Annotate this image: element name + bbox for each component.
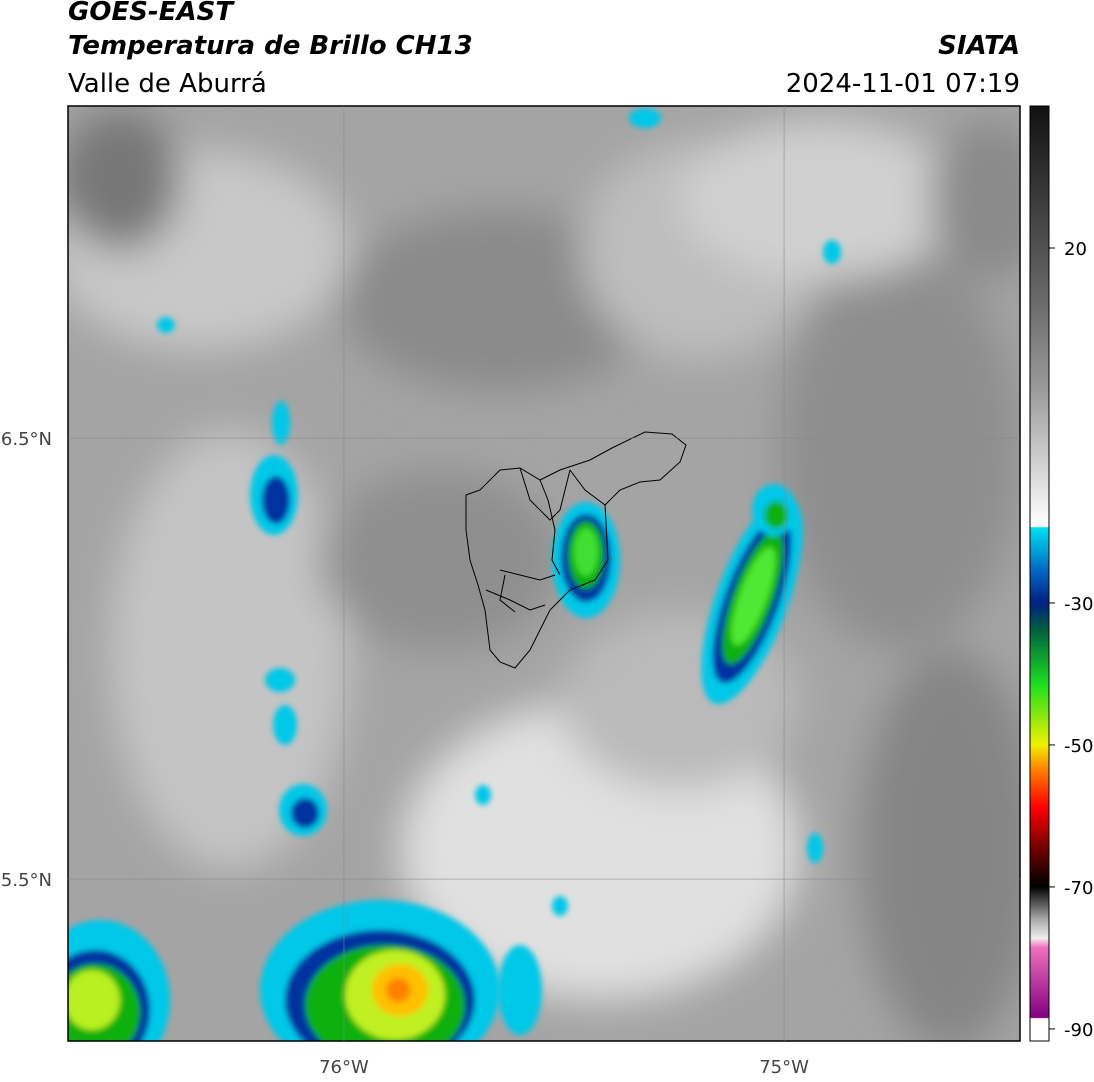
colorbar-tick-label: -30 <box>1064 594 1093 615</box>
colorbar-tick-label: -90 <box>1064 1020 1093 1041</box>
colorbar-tick-label: -70 <box>1064 878 1093 899</box>
region: Valle de Aburrá <box>68 69 267 99</box>
x-tick-label: 75°W <box>759 1057 809 1078</box>
municipal-boundaries <box>465 431 687 669</box>
map-frame <box>67 105 1021 1042</box>
colorbar-tick-label: -50 <box>1064 736 1093 757</box>
colorbar <box>1029 105 1050 1042</box>
colorbar-tick-label: 20 <box>1064 239 1087 260</box>
title: GOES-EAST <box>68 0 235 27</box>
source: SIATA <box>938 31 1020 61</box>
satellite-image <box>68 106 1020 1041</box>
timestamp: 2024-11-01 07:19 <box>786 69 1020 99</box>
y-tick-label: 5.5°N <box>1 870 52 891</box>
x-tick-label: 76°W <box>319 1057 369 1078</box>
subtitle: Temperatura de Brillo CH13 <box>68 31 473 61</box>
y-tick-label: 6.5°N <box>1 429 52 450</box>
